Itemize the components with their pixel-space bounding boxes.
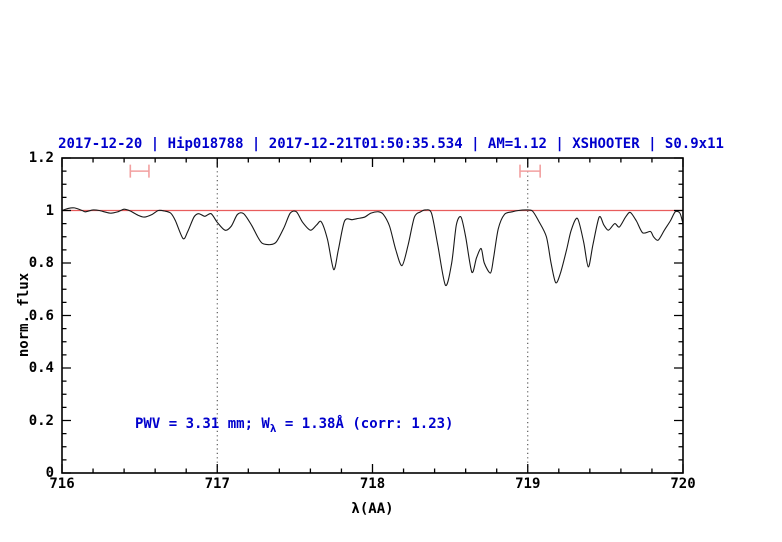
y-tick-label: 1 bbox=[45, 202, 54, 219]
x-axis-label: λ(AA) bbox=[351, 501, 394, 517]
spectrum-curve bbox=[61, 207, 684, 287]
y-tick-label: 1.2 bbox=[28, 150, 54, 166]
telluric-region-marker bbox=[519, 164, 541, 178]
telluric-region-marker bbox=[129, 164, 150, 178]
y-tick-label: 0.4 bbox=[28, 360, 54, 376]
lambda-subscript: λ bbox=[269, 421, 277, 435]
plot-area bbox=[61, 157, 684, 474]
annotation-prefix: PWV = 3.31 mm; W bbox=[135, 416, 270, 432]
axes-box bbox=[61, 157, 684, 474]
pwv-annotation: PWV = 3.31 mm; Wλ = 1.38Å (corr: 1.23) bbox=[135, 416, 454, 435]
x-tick-label: 717 bbox=[204, 476, 230, 492]
y-tick-label: 0.2 bbox=[28, 412, 54, 429]
x-tick-label: 719 bbox=[515, 476, 541, 492]
y-tick-label: 0.8 bbox=[28, 255, 54, 271]
y-tick-label: 0.6 bbox=[28, 307, 54, 324]
annotation-suffix: = 1.38Å (corr: 1.23) bbox=[276, 416, 454, 432]
y-tick-label: 0 bbox=[45, 465, 54, 481]
x-tick-label: 718 bbox=[359, 476, 386, 492]
x-tick-label: 716 bbox=[49, 476, 75, 492]
plot-title: 2017-12-20 | Hip018788 | 2017-12-21T01:5… bbox=[58, 136, 724, 152]
x-tick-label: 720 bbox=[670, 476, 696, 492]
